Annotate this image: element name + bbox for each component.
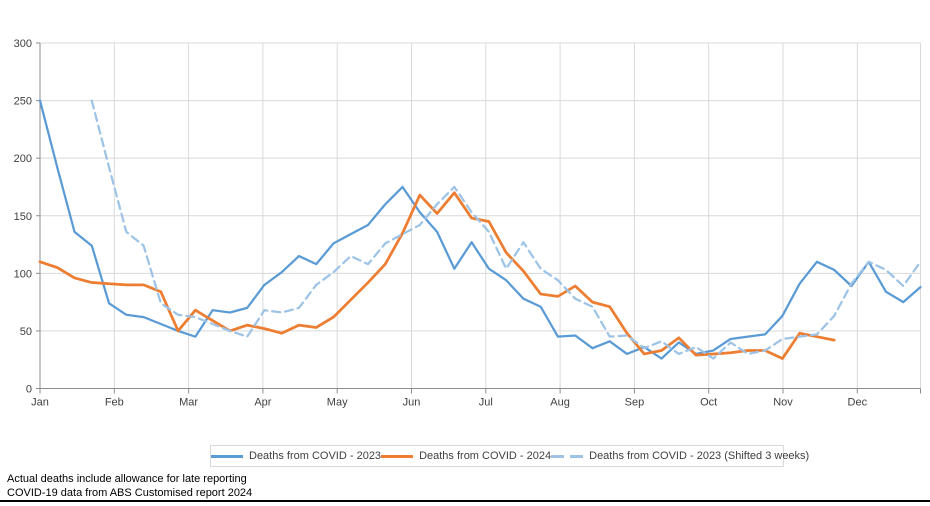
series-line-0 xyxy=(38,99,922,360)
legend-item-2024: Deaths from COVID - 2024 xyxy=(381,450,551,462)
y-tick-label-50: 50 xyxy=(20,326,32,338)
plot-area: 0 50 100 150 200 250 300 Jan Feb Mar Apr May Jun Jul A… xyxy=(14,38,922,409)
x-tick-label-Jan: Jan xyxy=(31,397,49,409)
x-tick-label-Feb: Feb xyxy=(105,397,124,409)
series-line-1 xyxy=(38,191,836,360)
x-tick-label-Dec: Dec xyxy=(848,397,868,409)
x-tick-label-Nov: Nov xyxy=(773,397,793,409)
legend-label-2024: Deaths from COVID - 2024 xyxy=(419,450,552,462)
x-tick-label-May: May xyxy=(327,397,348,409)
legend-swatch-2023 xyxy=(211,454,243,458)
y-tick-label-150: 150 xyxy=(14,211,32,223)
y-tick-label-0: 0 xyxy=(26,384,32,396)
y-tick-label-200: 200 xyxy=(14,153,32,165)
x-tick-label-Jun: Jun xyxy=(403,397,421,409)
legend-item-2023-shifted: Deaths from COVID - 2023 (Shifted 3 week… xyxy=(551,450,809,462)
legend-swatch-2024 xyxy=(381,454,414,458)
footer-notes: Actual deaths include allowance for late… xyxy=(7,472,252,500)
x-tick-label-Aug: Aug xyxy=(550,397,570,409)
bottom-divider xyxy=(0,500,930,502)
footer-note-line1: Actual deaths include allowance for late… xyxy=(7,473,247,485)
x-tick-label-Jul: Jul xyxy=(479,397,493,409)
y-tick-label-250: 250 xyxy=(14,96,32,108)
chart-legend: Deaths from COVID - 2023 Deaths from COV… xyxy=(210,445,809,467)
y-tick-label-100: 100 xyxy=(14,268,32,280)
x-tick-label-Oct: Oct xyxy=(700,397,717,409)
series-line-2 xyxy=(90,99,922,360)
legend-item-2023: Deaths from COVID - 2023 xyxy=(211,450,381,462)
x-tick-label-Sep: Sep xyxy=(625,397,645,409)
x-tick-label-Apr: Apr xyxy=(254,397,271,409)
covid-line-chart: 0 50 100 150 200 250 300 Jan Feb Mar Apr May Jun Jul A… xyxy=(14,38,922,409)
legend-label-2023-shifted: Deaths from COVID - 2023 (Shifted 3 week… xyxy=(589,450,810,462)
legend-swatch-2023-shifted xyxy=(551,454,584,458)
footer-note-line2: COVID-19 data from ABS Customised report… xyxy=(7,487,253,499)
x-tick-label-Mar: Mar xyxy=(179,397,198,409)
legend-label-2023: Deaths from COVID - 2023 xyxy=(249,450,382,462)
y-tick-label-300: 300 xyxy=(14,38,32,50)
